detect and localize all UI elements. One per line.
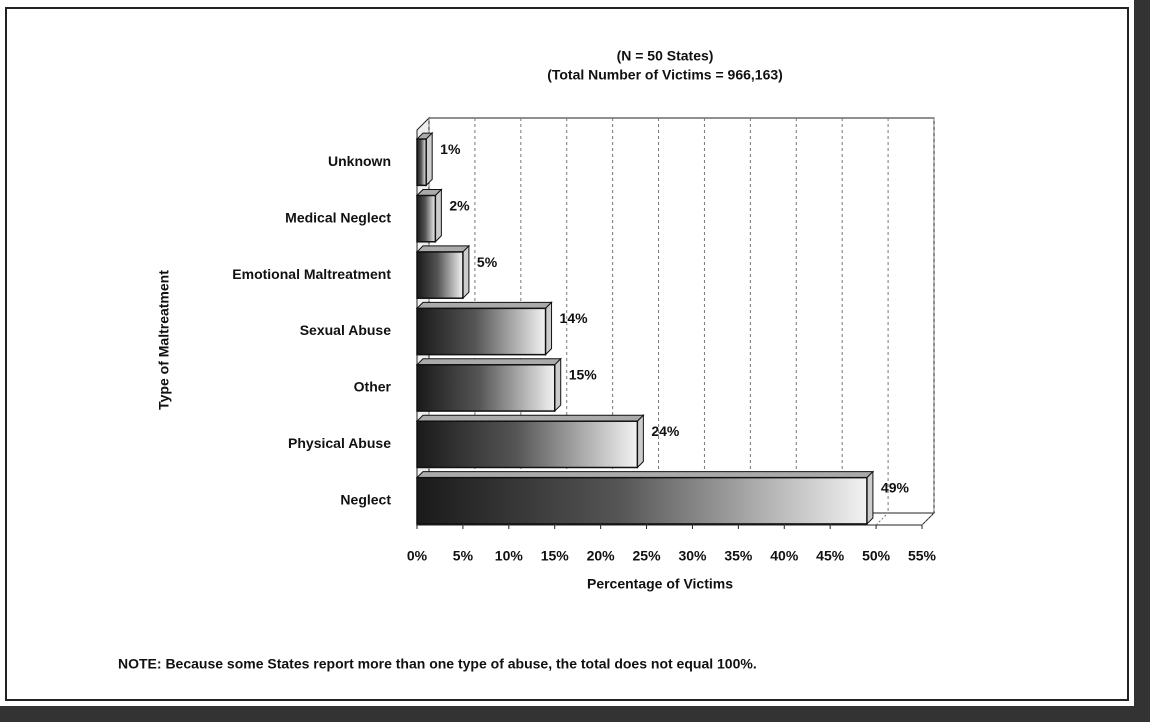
data-label: 49% xyxy=(881,479,910,495)
bar-top xyxy=(415,245,471,253)
data-label: 15% xyxy=(569,367,598,383)
data-label: 24% xyxy=(651,423,680,439)
x-tick-label: 15% xyxy=(541,548,570,564)
y-tick-label: Neglect xyxy=(340,491,391,507)
data-label: 2% xyxy=(449,197,470,213)
bar-top xyxy=(415,358,562,366)
x-tick-label: 35% xyxy=(724,548,753,564)
bar-side xyxy=(636,414,644,469)
bar xyxy=(416,194,437,243)
bar-side xyxy=(462,244,470,300)
x-tick-label: 30% xyxy=(678,548,707,564)
y-tick-label: Physical Abuse xyxy=(288,435,391,451)
x-tick-label: 25% xyxy=(633,548,662,564)
bar-side xyxy=(545,301,553,356)
y-tick-label: Other xyxy=(354,379,392,395)
y-tick-label: Unknown xyxy=(328,153,391,169)
bar-side xyxy=(866,470,874,526)
data-label: 14% xyxy=(560,310,589,326)
data-label: 1% xyxy=(440,141,461,157)
y-axis-label: Type of Maltreatment xyxy=(156,270,172,410)
bar-side xyxy=(425,131,433,187)
bar xyxy=(416,420,639,469)
x-tick-label: 50% xyxy=(862,548,891,564)
bar-top xyxy=(415,414,645,422)
x-axis-label: Percentage of Victims xyxy=(587,576,733,592)
x-tick-label: 45% xyxy=(816,548,845,564)
border-shadow xyxy=(1134,0,1150,722)
bar xyxy=(416,476,868,525)
y-tick-label: Sexual Abuse xyxy=(300,322,392,338)
bar xyxy=(416,307,547,356)
data-label: 5% xyxy=(477,254,498,270)
bar-top xyxy=(415,301,553,309)
x-tick-label: 20% xyxy=(587,548,616,564)
x-tick-label: 10% xyxy=(495,548,524,564)
bar-side xyxy=(554,357,562,413)
bar-side xyxy=(434,188,442,243)
note: NOTE: Because some States report more th… xyxy=(118,656,757,672)
chart-title: (N = 50 States) xyxy=(617,48,714,64)
bar-top xyxy=(415,471,875,479)
bar xyxy=(416,251,464,299)
x-tick-label: 5% xyxy=(453,548,474,564)
bar xyxy=(416,364,556,412)
y-tick-label: Emotional Maltreatment xyxy=(232,266,391,282)
bar xyxy=(416,138,427,187)
grid-line xyxy=(921,512,935,526)
grid-line xyxy=(875,512,889,526)
x-tick-label: 40% xyxy=(770,548,799,564)
y-tick-label: Medical Neglect xyxy=(285,209,391,225)
chart-subtitle: (Total Number of Victims = 966,163) xyxy=(547,67,783,83)
x-tick-label: 55% xyxy=(908,548,937,564)
border-shadow xyxy=(0,706,1150,722)
x-tick-label: 0% xyxy=(407,548,428,564)
